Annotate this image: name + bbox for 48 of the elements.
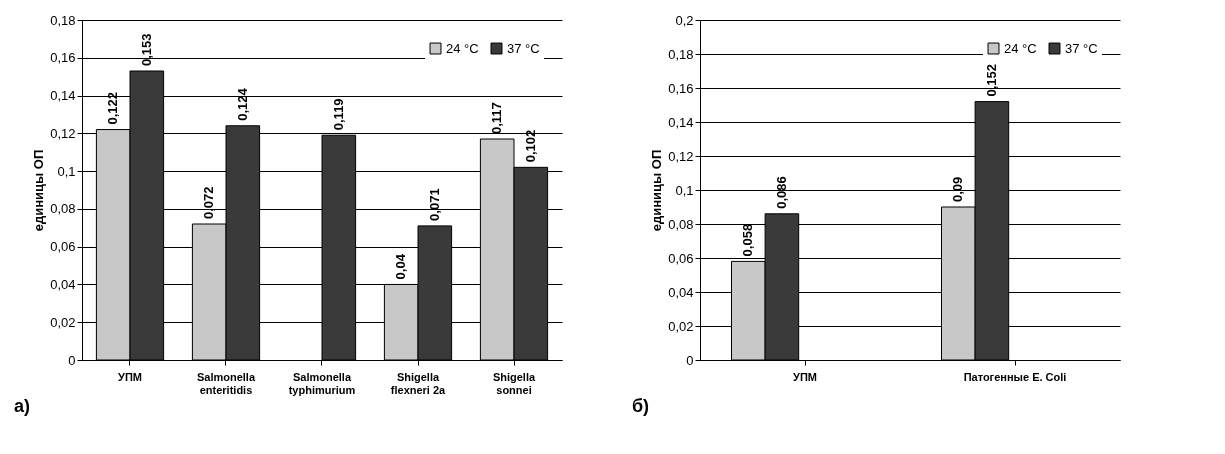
y-tick-label: 0,14	[668, 114, 694, 130]
text: б)	[632, 396, 650, 416]
x-tick-label: УПМ	[793, 370, 817, 383]
data-label: 0,119	[330, 98, 346, 131]
legend-label: 24 °C	[1004, 40, 1037, 56]
y-tick-label: 0,1	[675, 182, 694, 198]
y-tick-label: 0,12	[50, 125, 76, 141]
y-tick-label: 0,14	[50, 88, 76, 104]
y-tick-label: 0,12	[668, 148, 694, 164]
y-tick-label: 0,04	[50, 276, 76, 292]
x-tick-label: Патогенные E. Coli	[963, 370, 1067, 383]
legend-label: 37 °C	[1065, 40, 1098, 56]
data-label: 0,072	[201, 186, 217, 219]
legend-label: 37 °C	[507, 40, 540, 56]
data-label: 0,124	[234, 87, 250, 121]
x-tick-label: Shigella flexneri 2a	[390, 370, 447, 396]
data-label: 0,058	[740, 223, 756, 257]
data-label: 0,102	[522, 129, 538, 163]
x-tick-label: Salmonella typhimurium	[288, 370, 356, 396]
x-tick-label: Shigella sonnei	[492, 370, 536, 396]
y-tick-label: 0,06	[50, 239, 76, 255]
y-tick-label: 0,08	[668, 216, 694, 232]
y-tick-label: 0,2	[675, 12, 694, 28]
data-label: 0,04	[393, 253, 409, 280]
y-axis-title: единицы ОП	[649, 149, 665, 232]
y-tick-label: 0,02	[50, 314, 76, 330]
y-tick-label: 0,04	[668, 284, 694, 300]
x-tick-label: УПМ	[118, 370, 142, 383]
y-tick-label: 0,02	[668, 318, 694, 334]
y-tick-label: 0,18	[668, 46, 694, 62]
data-label: 0,071	[426, 188, 442, 221]
x-tick-label: Salmonella enteritidis	[196, 370, 256, 396]
text: а)	[14, 396, 31, 416]
y-tick-label: 0,06	[668, 250, 694, 266]
legend-label: 24 °C	[446, 40, 479, 56]
y-tick-label: 0,16	[668, 80, 694, 96]
y-tick-label: 0,1	[57, 163, 76, 179]
y-tick-label: 0,08	[50, 201, 76, 217]
data-label: 0,122	[105, 92, 121, 125]
y-axis-title: единицы ОП	[31, 149, 47, 232]
y-tick-label: 0,18	[50, 12, 76, 28]
data-label: 0,086	[773, 176, 789, 209]
data-label: 0,117	[489, 102, 505, 134]
data-label: 0,152	[983, 64, 999, 97]
y-tick-label: 0,16	[50, 50, 76, 66]
y-tick-label: 0	[686, 352, 694, 368]
y-tick-label: 0	[68, 352, 76, 368]
data-label: 0,153	[138, 33, 154, 66]
